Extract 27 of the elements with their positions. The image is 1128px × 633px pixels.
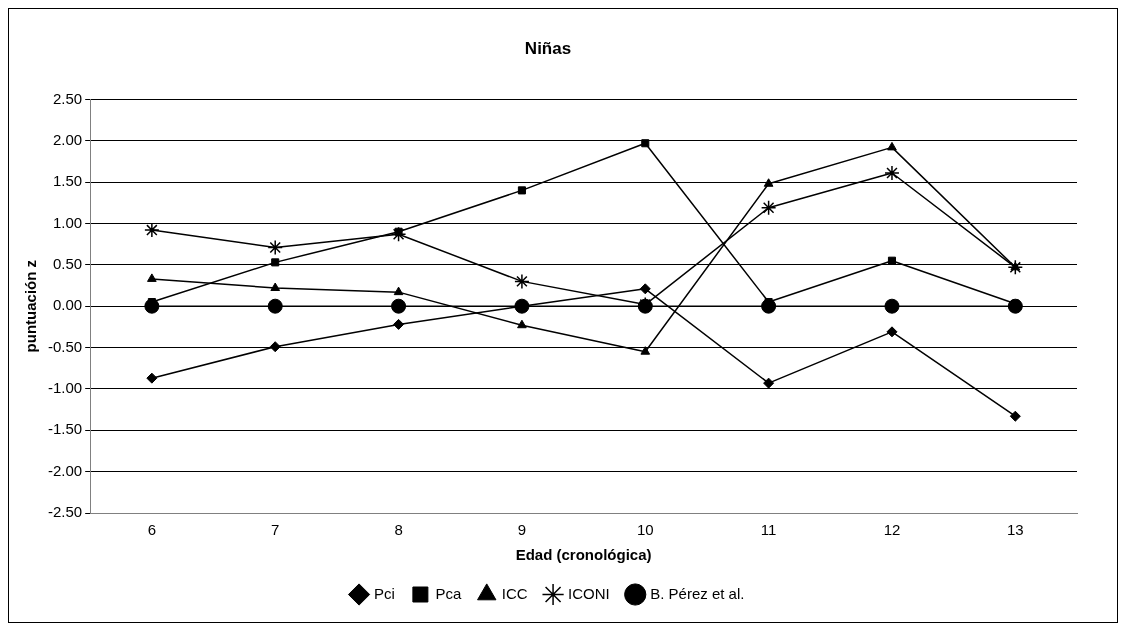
chart-title: Niñas <box>524 38 572 58</box>
legend-label: Pci <box>374 584 395 602</box>
y-tick-label: -1.00 <box>47 379 83 397</box>
y-tick-label: -2.50 <box>47 503 83 521</box>
x-axis-title: Edad (cronológica) <box>515 546 652 564</box>
x-tick-label: 11 <box>760 521 777 539</box>
y-tick-label: 2.00 <box>52 130 83 148</box>
y-tick-label: -0.50 <box>47 337 83 355</box>
x-tick-label: 9 <box>517 521 527 539</box>
legend-label: Pca <box>435 584 462 602</box>
y-tick-label: 1.00 <box>52 213 83 231</box>
x-tick-label: 13 <box>1006 521 1024 539</box>
x-tick-label: 7 <box>271 521 280 539</box>
y-tick-label: -1.50 <box>47 420 83 438</box>
y-tick-label: -2.00 <box>47 461 83 479</box>
y-tick-label: 0.50 <box>52 254 83 272</box>
legend-label: ICC <box>501 584 528 602</box>
x-tick-label: 6 <box>147 521 157 539</box>
y-tick-label: 2.50 <box>52 89 83 107</box>
y-tick-label: 1.50 <box>52 172 83 190</box>
x-tick-label: 10 <box>636 521 654 539</box>
x-tick-label: 8 <box>394 521 403 539</box>
y-tick-label: 0.00 <box>52 296 83 314</box>
legend-label: ICONI <box>568 584 610 602</box>
legend-label: B. Pérez et al. <box>650 584 745 602</box>
y-axis-title: puntuación z <box>22 259 40 353</box>
x-tick-label: 12 <box>883 521 901 539</box>
